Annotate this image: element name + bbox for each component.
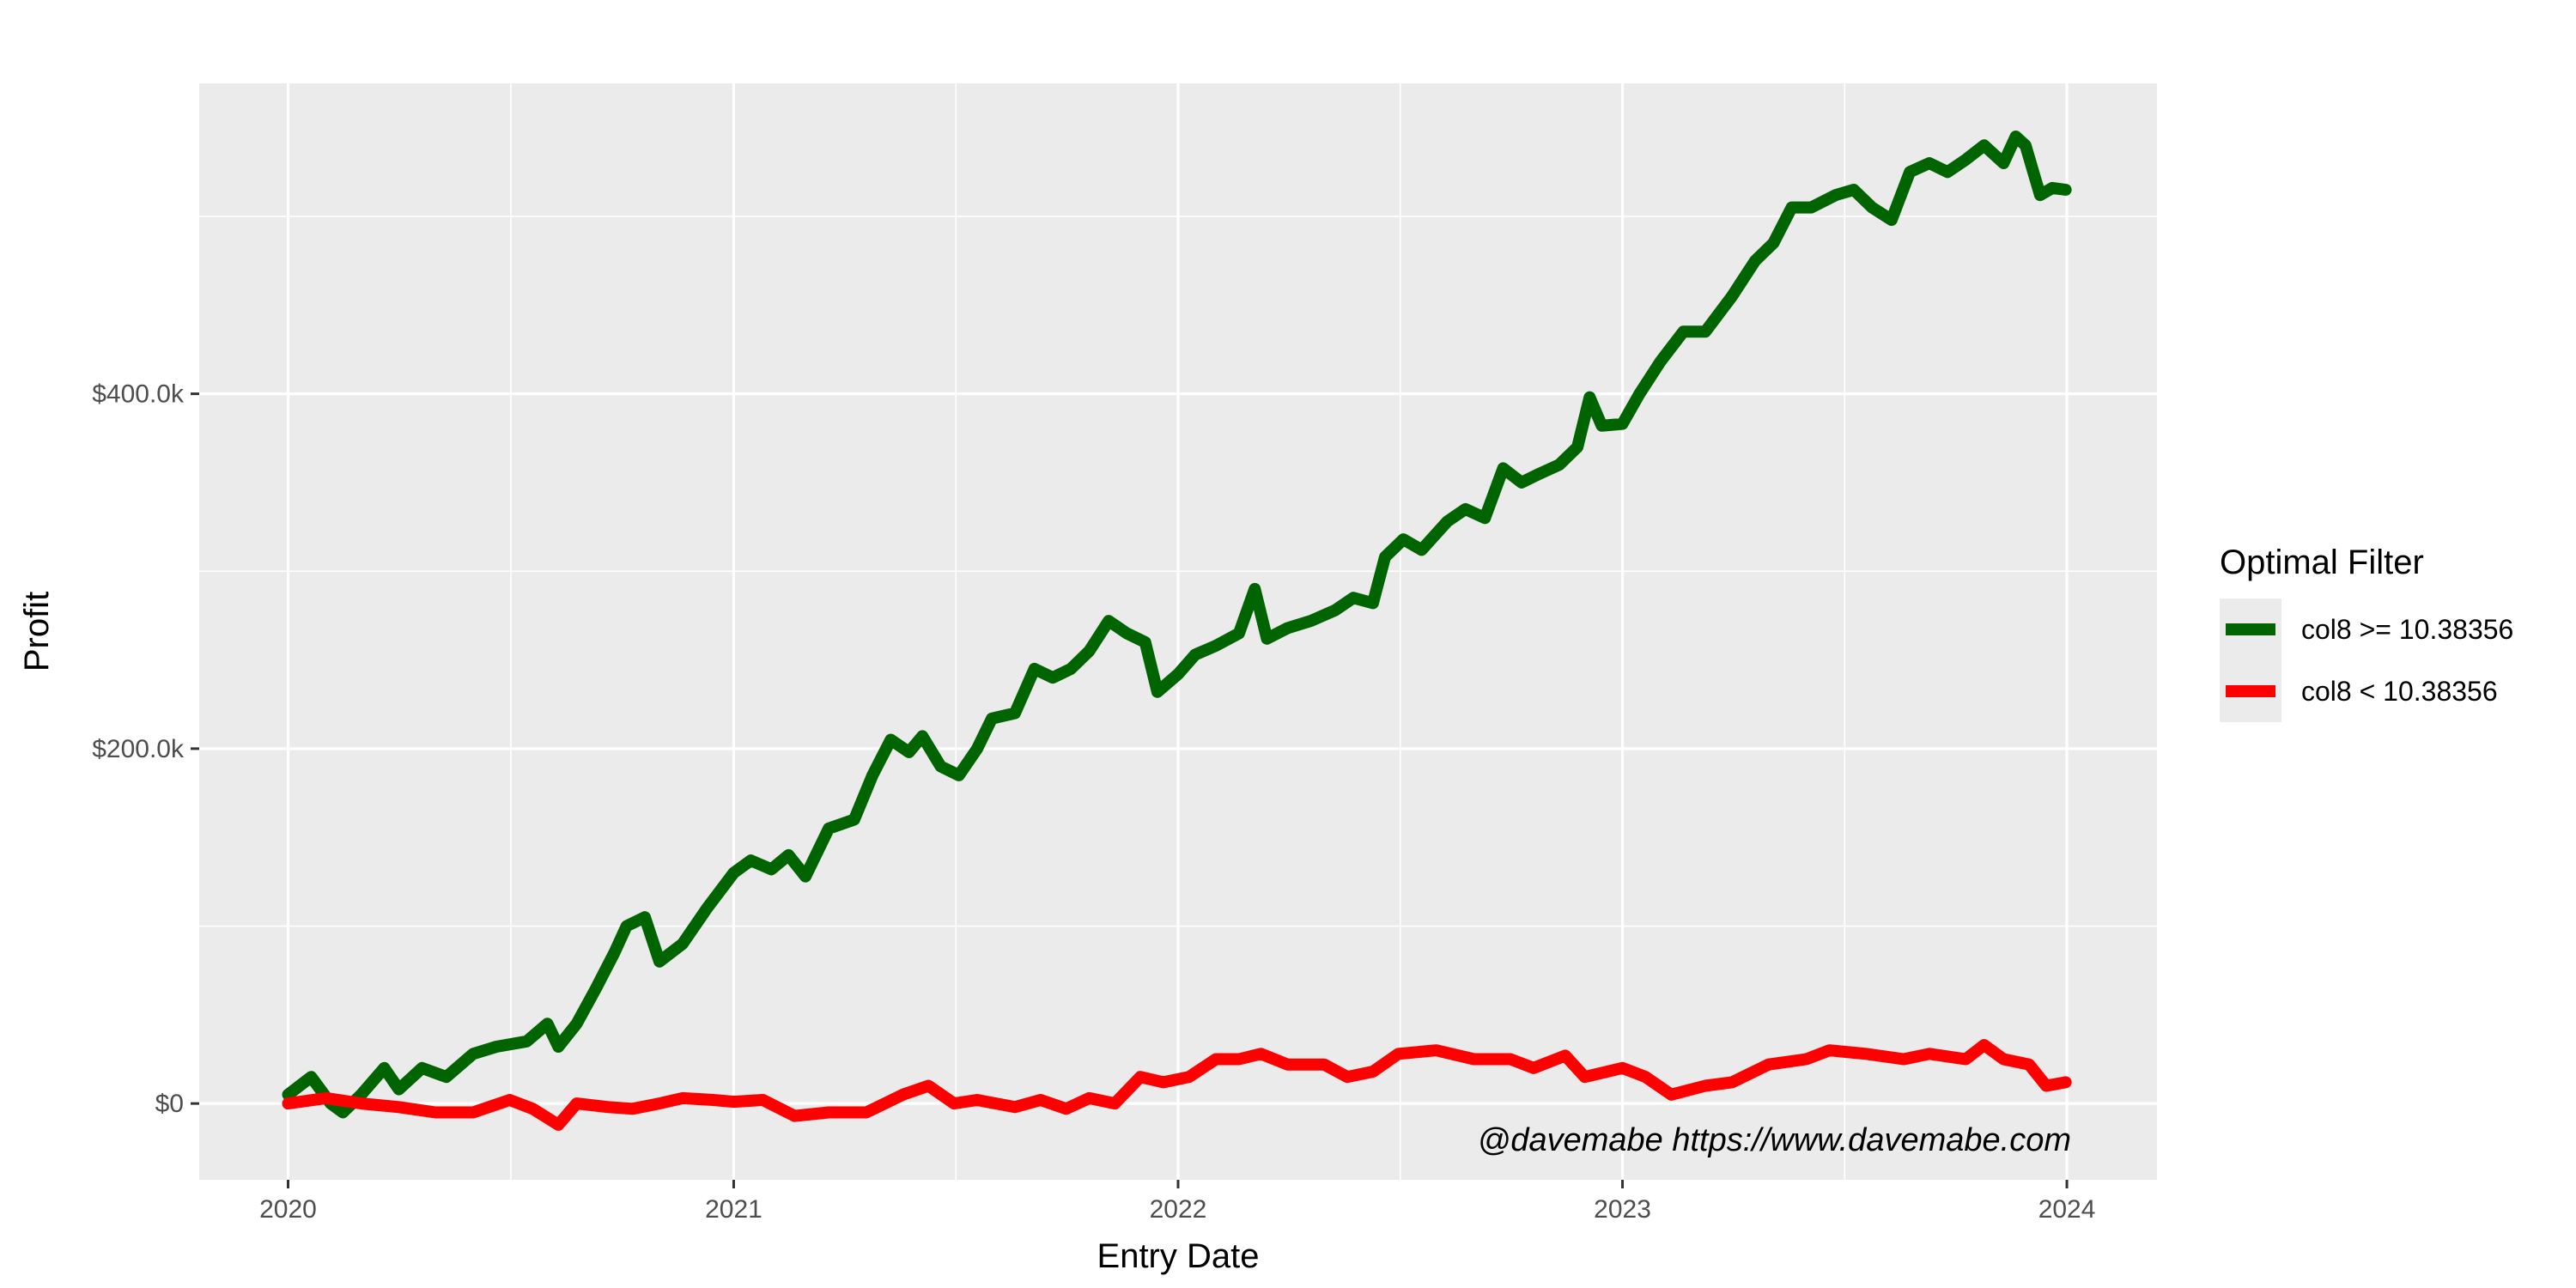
legend-label-2: col8 < 10.38356 — [2301, 676, 2498, 707]
legend-label-1: col8 >= 10.38356 — [2301, 614, 2513, 645]
ticks-layer: $0 $200.0k $400.0k 2020 2021 2022 2023 2024 — [92, 380, 2095, 1224]
x-tick-label: 2022 — [1150, 1195, 1207, 1224]
legend-title: Optimal Filter — [2220, 544, 2424, 581]
series-layer — [282, 131, 2072, 1131]
legend-key-background — [2220, 598, 2281, 722]
y-tick-label: $0 — [155, 1090, 184, 1118]
x-tick-label: 2020 — [259, 1195, 317, 1224]
series-line-2 — [282, 1039, 2072, 1131]
y-tick-label: $400.0k — [92, 380, 185, 409]
x-tick-label: 2021 — [705, 1195, 762, 1224]
x-axis-title: Entry Date — [1097, 1237, 1260, 1275]
y-axis-title: Profit — [18, 592, 56, 671]
watermark-annotation: @davemabe https://www.davemabe.com — [1478, 1122, 2071, 1158]
legend: Optimal Filter col8 >= 10.38356 col8 < 10… — [2220, 544, 2513, 722]
legend-items: col8 >= 10.38356 col8 < 10.38356 — [2220, 598, 2513, 722]
series-line-1 — [282, 131, 2072, 1119]
x-tick-label: 2024 — [2038, 1195, 2096, 1224]
y-tick-label: $200.0k — [92, 735, 185, 763]
x-tick-label: 2023 — [1594, 1195, 1651, 1224]
